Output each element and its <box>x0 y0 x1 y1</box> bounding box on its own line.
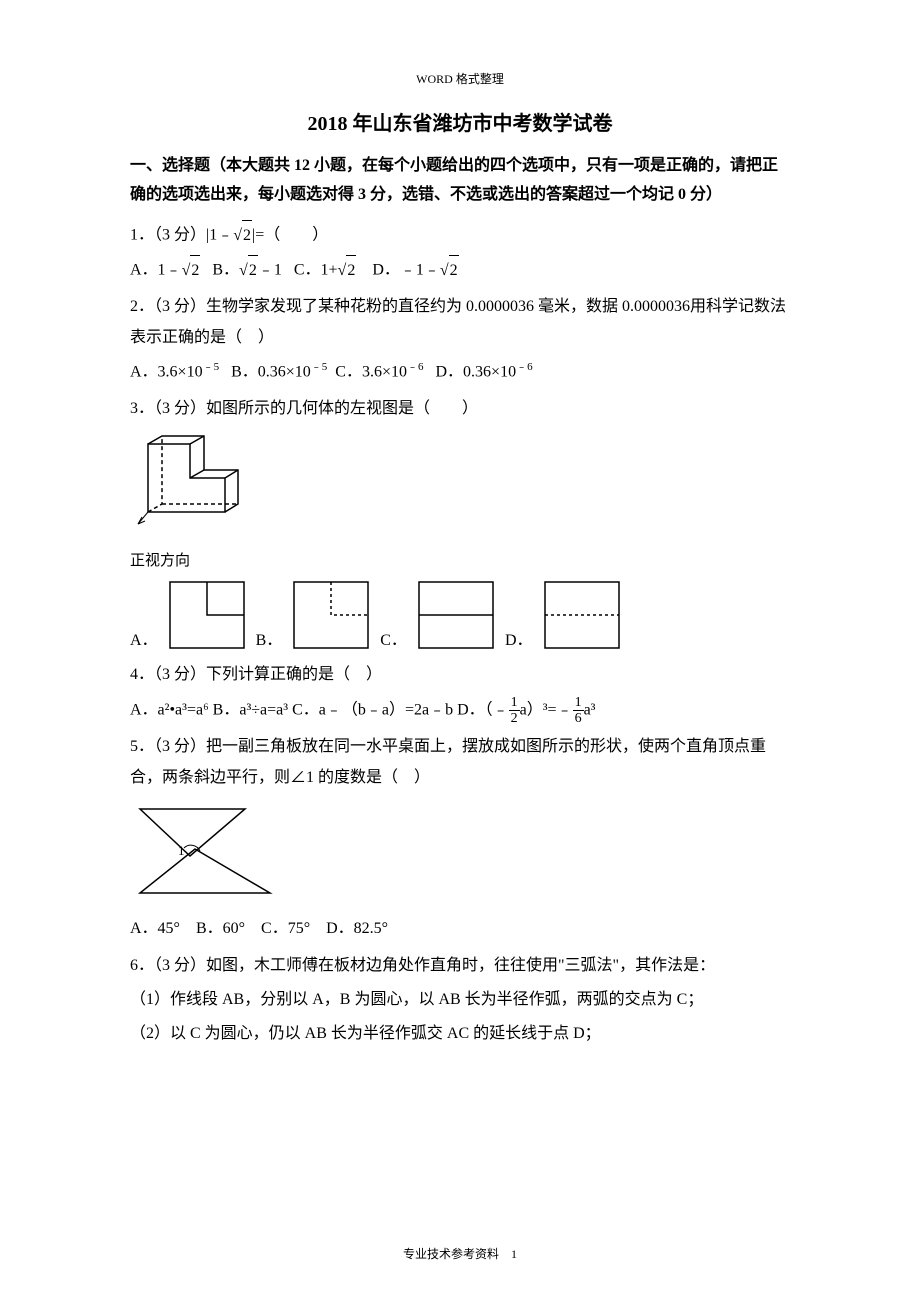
q5-triangle-figure: 1 <box>130 801 790 906</box>
footer-page: 1 <box>511 1247 517 1261</box>
q3-optB-label: B． <box>256 626 283 652</box>
question-6: 6．（3 分）如图，木工师傅在板材边角处作直角时，往往使用"三弧法"，其作法是： <box>130 951 790 981</box>
q3-optB-icon <box>290 578 372 652</box>
q3-optA-icon <box>166 578 248 652</box>
q1-options: A．1﹣2 B．2﹣1 C．1+2 D．﹣1﹣2 <box>130 255 790 286</box>
sqrt-icon: 2 <box>440 255 459 286</box>
sqrt-icon: 2 <box>338 255 357 286</box>
question-5: 5．（3 分）把一副三角板放在同一水平桌面上，摆放成如图所示的形状，使两个直角顶… <box>130 732 790 793</box>
footer-prefix: 专业技术参考资料 <box>403 1247 499 1261</box>
q1-optD: D．﹣1﹣ <box>372 261 440 278</box>
q4-optD-prefix: D．（﹣ <box>457 701 509 718</box>
q4-optB: B．a³÷a=a³ <box>213 701 288 718</box>
triangles-icon: 1 <box>130 801 280 901</box>
q4-optD-mid: a）³=﹣ <box>520 701 573 718</box>
question-3: 3．（3 分）如图所示的几何体的左视图是（ ） <box>130 394 790 424</box>
q6-step1: （1）作线段 AB，分别以 A，B 为圆心，以 AB 长为半径作弧，两弧的交点为… <box>130 985 790 1015</box>
exponent: ﹣6 <box>407 361 424 373</box>
q3-optC-label: C． <box>380 626 407 652</box>
q5-options: A．45° B．60° C．75° D．82.5° <box>130 914 790 944</box>
page-footer: 专业技术参考资料 1 <box>0 1245 920 1262</box>
q3-view-label: 正视方向 <box>130 549 790 570</box>
sqrt-icon: 2 <box>182 255 201 286</box>
q1-optA: A．1﹣ <box>130 261 182 278</box>
sqrt-icon: 2 <box>233 220 252 251</box>
question-4: 4．（3 分）下列计算正确的是（ ） <box>130 660 790 690</box>
q4-optC: C．a﹣（b﹣a）=2a﹣b <box>292 701 453 718</box>
section-intro: 一、选择题（本大题共 12 小题，在每个小题给出的四个选项中，只有一项是正确的，… <box>130 152 790 210</box>
sqrt-icon: 2 <box>239 255 258 286</box>
q3-optD-label: D． <box>505 626 533 652</box>
q4-optA: A．a²•a³=a⁶ <box>130 701 209 718</box>
question-2: 2．（3 分）生物学家发现了某种花粉的直径约为 0.0000036 毫米，数据 … <box>130 292 790 353</box>
q3-options-row: A． B． C． D． <box>130 578 790 652</box>
q1-prefix: 1．（3 分）|1﹣ <box>130 226 233 243</box>
q4-options: A．a²•a³=a⁶ B．a³÷a=a³ C．a﹣（b﹣a）=2a﹣b D．（﹣… <box>130 695 790 727</box>
angle-label: 1 <box>178 843 185 858</box>
q1-optB-suffix: ﹣1 <box>258 261 282 278</box>
q3-optD-icon <box>541 578 623 652</box>
q6-step2: （2）以 C 为圆心，仍以 AB 长为半径作弧交 AC 的延长线于点 D； <box>130 1019 790 1049</box>
geometry-3d-icon <box>130 432 240 542</box>
q3-optA-label: A． <box>130 626 158 652</box>
q1-optC: C．1+ <box>294 261 338 278</box>
q3-optC-icon <box>415 578 497 652</box>
header-small: WORD 格式整理 <box>130 70 790 87</box>
fraction-sixth: 16 <box>573 695 584 727</box>
exponent: ﹣6 <box>516 361 533 373</box>
page-title: 2018 年山东省潍坊市中考数学试卷 <box>130 107 790 136</box>
q1-suffix: |=（ ） <box>252 226 328 243</box>
q2-options: A．3.6×10﹣5 B．0.36×10﹣5 C．3.6×10﹣6 D．0.36… <box>130 357 790 388</box>
q4-optD-suffix: a³ <box>584 701 596 718</box>
fraction-half: 12 <box>509 695 520 727</box>
question-1: 1．（3 分）|1﹣2|=（ ） <box>130 220 790 251</box>
q1-optB-prefix: B． <box>212 261 239 278</box>
exponent: ﹣5 <box>203 361 220 373</box>
q3-geometry-figure <box>130 432 790 547</box>
exponent: ﹣5 <box>311 361 328 373</box>
